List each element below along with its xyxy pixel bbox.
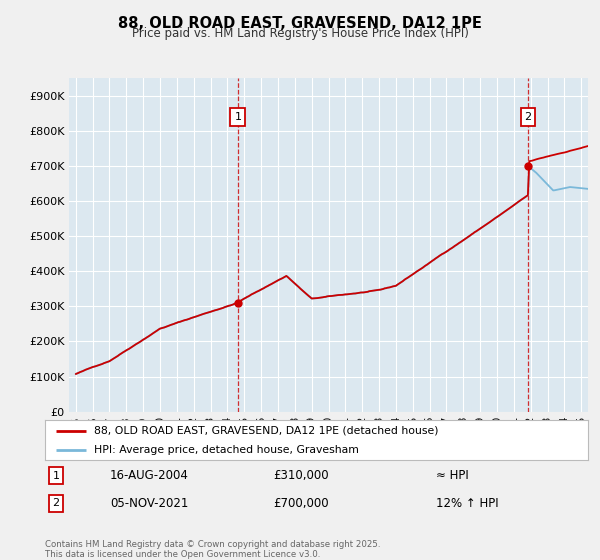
Text: 2: 2 bbox=[524, 112, 532, 122]
Text: 1: 1 bbox=[235, 112, 241, 122]
Text: 88, OLD ROAD EAST, GRAVESEND, DA12 1PE: 88, OLD ROAD EAST, GRAVESEND, DA12 1PE bbox=[118, 16, 482, 31]
Text: 1: 1 bbox=[52, 470, 59, 480]
Text: 16-AUG-2004: 16-AUG-2004 bbox=[110, 469, 189, 482]
Text: Contains HM Land Registry data © Crown copyright and database right 2025.
This d: Contains HM Land Registry data © Crown c… bbox=[45, 540, 380, 559]
Text: £700,000: £700,000 bbox=[273, 497, 329, 510]
Text: 12% ↑ HPI: 12% ↑ HPI bbox=[436, 497, 499, 510]
Text: ≈ HPI: ≈ HPI bbox=[436, 469, 469, 482]
Text: 05-NOV-2021: 05-NOV-2021 bbox=[110, 497, 188, 510]
Text: £310,000: £310,000 bbox=[273, 469, 329, 482]
Text: Price paid vs. HM Land Registry's House Price Index (HPI): Price paid vs. HM Land Registry's House … bbox=[131, 27, 469, 40]
Text: 2: 2 bbox=[52, 498, 59, 508]
Text: 88, OLD ROAD EAST, GRAVESEND, DA12 1PE (detached house): 88, OLD ROAD EAST, GRAVESEND, DA12 1PE (… bbox=[94, 426, 439, 436]
Text: HPI: Average price, detached house, Gravesham: HPI: Average price, detached house, Grav… bbox=[94, 445, 359, 455]
